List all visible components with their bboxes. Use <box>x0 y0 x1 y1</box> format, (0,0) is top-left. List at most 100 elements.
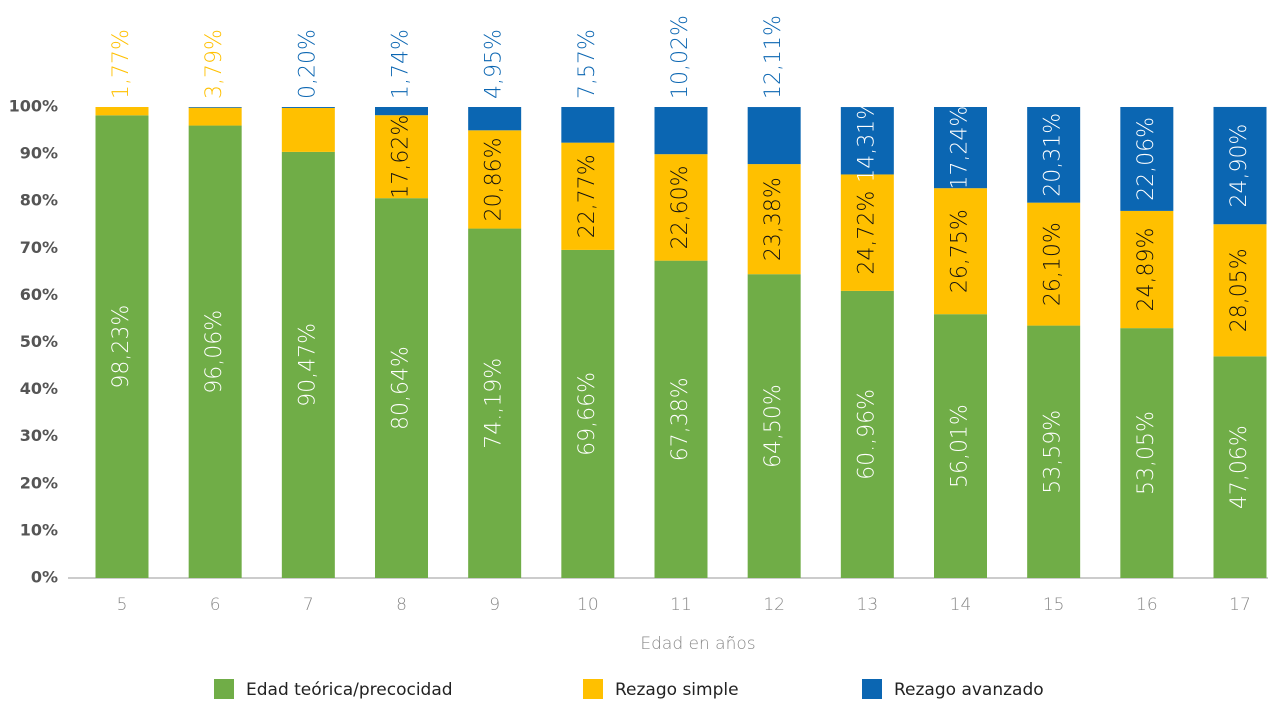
bar-segment <box>188 107 242 108</box>
x-tick-label: 5 <box>117 595 128 615</box>
bar-segment <box>1213 106 1267 225</box>
bar-segment <box>375 115 428 199</box>
value-label: 14,31% <box>854 99 879 183</box>
x-tick-label: 13 <box>857 595 879 615</box>
y-tick-label: 10% <box>20 520 58 539</box>
value-label: 1,77% <box>109 29 134 99</box>
y-tick-label: 40% <box>20 379 58 398</box>
value-label: 53,05% <box>1134 411 1159 495</box>
value-label: 56,01% <box>948 404 973 488</box>
value-label: 7,57% <box>575 29 600 99</box>
legend-label: Rezago simple <box>615 680 739 700</box>
bar-segment <box>561 249 615 578</box>
bar-segment <box>747 107 801 165</box>
value-label: 22,06% <box>1134 117 1159 201</box>
y-tick-label: 100% <box>9 97 58 116</box>
bar-segment <box>1027 107 1081 203</box>
y-tick-label: 50% <box>20 332 58 351</box>
legend-swatch <box>214 679 234 699</box>
value-label: 12,11% <box>761 15 786 99</box>
x-tick-label: 6 <box>210 595 221 615</box>
bar-segment <box>561 107 615 143</box>
value-label: 26,10% <box>1041 222 1066 306</box>
bar-segment <box>281 107 335 152</box>
value-label: 74.,19% <box>482 358 507 449</box>
value-label: 20,31% <box>1041 113 1066 197</box>
value-label: 24,72% <box>854 191 879 275</box>
value-label: 0,20% <box>295 29 320 99</box>
bar-segment <box>1120 328 1174 578</box>
bar-segment <box>1027 325 1081 578</box>
bar-segment <box>281 151 335 579</box>
bar-segment <box>1027 202 1081 326</box>
bar-segment <box>840 174 894 291</box>
x-tick-label: 8 <box>396 595 407 615</box>
x-tick-label: 12 <box>763 595 785 615</box>
y-tick-label: 80% <box>20 191 58 210</box>
x-tick-label: 10 <box>577 595 599 615</box>
y-tick-label: 90% <box>20 144 58 163</box>
value-label: 17,62% <box>389 115 414 199</box>
value-label: 24,89% <box>1134 228 1159 312</box>
value-label: 90,47% <box>295 323 320 407</box>
value-label: 20,86% <box>482 137 507 221</box>
value-label: 60.,96% <box>854 389 879 480</box>
bar-segment <box>1213 356 1267 578</box>
bar-segment <box>375 107 428 116</box>
bar-segment <box>654 107 708 155</box>
value-label: 17,24% <box>948 106 973 190</box>
legend-swatch <box>862 679 882 699</box>
value-label: 96,06% <box>202 310 227 394</box>
value-label: 10,02% <box>668 15 693 99</box>
y-tick-label: 70% <box>20 238 58 257</box>
value-label: 80,64% <box>389 346 414 430</box>
bar-segment <box>934 188 987 315</box>
y-tick-label: 60% <box>20 285 58 304</box>
x-tick-label: 15 <box>1043 595 1065 615</box>
bar-segment <box>375 198 428 578</box>
value-label: 26,75% <box>948 209 973 293</box>
value-label: 4,95% <box>482 29 507 99</box>
value-label: 53,59% <box>1041 410 1066 494</box>
bar-segment <box>188 107 242 126</box>
value-label: 67,38% <box>668 377 693 461</box>
value-label: 3,79% <box>202 29 227 99</box>
bar-segment <box>747 274 801 578</box>
bar-segment <box>654 154 708 261</box>
legend-label: Rezago avanzado <box>894 680 1044 700</box>
bar-segment <box>747 164 801 275</box>
bar-segment <box>95 107 149 116</box>
value-label: 98,23% <box>109 305 134 389</box>
bar-segment <box>840 290 894 578</box>
bar-segment <box>1120 107 1174 211</box>
value-label: 69,66% <box>575 372 600 456</box>
value-label: 47,06% <box>1227 425 1252 509</box>
value-label: 23,38% <box>761 177 786 261</box>
legend-label: Edad teórica/precocidad <box>246 680 453 700</box>
bar-segment <box>840 107 894 175</box>
x-axis-label: Edad en años <box>640 634 755 654</box>
bar-segment <box>188 125 242 578</box>
value-label: 1,74% <box>389 29 414 99</box>
legend-swatch <box>583 679 603 699</box>
x-tick-label: 9 <box>489 595 500 615</box>
bar-segment <box>95 115 149 578</box>
value-label: 24,90% <box>1227 124 1252 208</box>
bar-segment <box>561 142 615 250</box>
value-label: 64,50% <box>761 384 786 468</box>
bar-segment <box>281 107 335 108</box>
y-tick-label: 20% <box>20 473 58 492</box>
bar-segment <box>934 314 987 578</box>
bar-segment <box>1213 224 1267 357</box>
value-label: 28,05% <box>1227 248 1252 332</box>
x-tick-label: 17 <box>1229 595 1251 615</box>
y-tick-label: 0% <box>31 568 58 587</box>
bar-segment <box>468 228 522 578</box>
bar-segment <box>468 130 522 229</box>
x-tick-label: 14 <box>950 595 972 615</box>
bar-segment <box>654 260 708 578</box>
bar-segment <box>934 107 987 189</box>
bar-segment <box>1120 210 1174 329</box>
x-tick-label: 11 <box>670 595 692 615</box>
